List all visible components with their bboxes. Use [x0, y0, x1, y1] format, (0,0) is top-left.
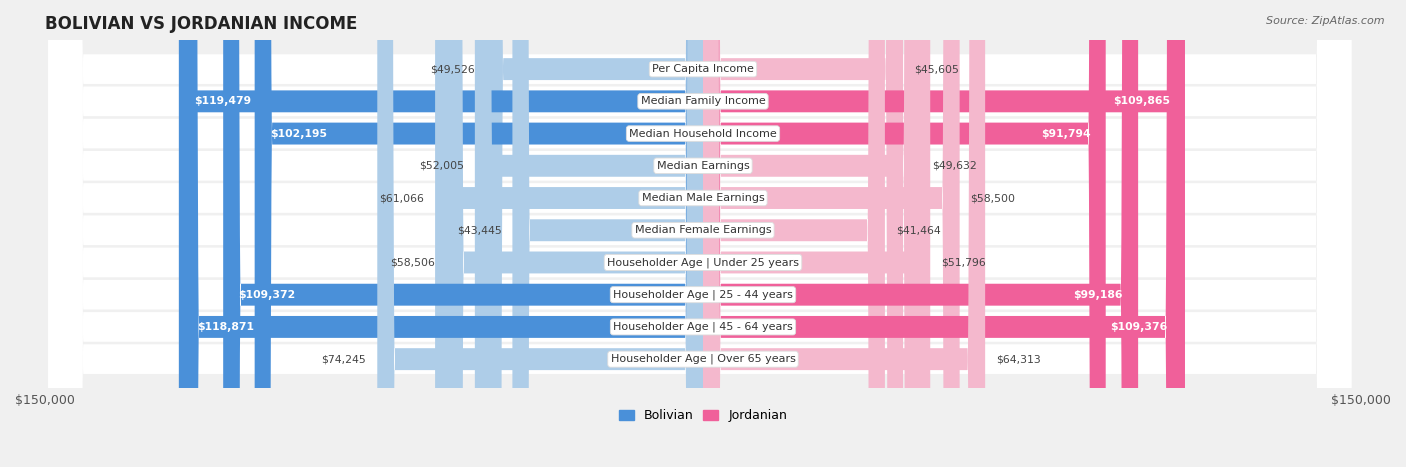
Legend: Bolivian, Jordanian: Bolivian, Jordanian [613, 404, 793, 427]
FancyBboxPatch shape [181, 0, 703, 467]
Text: Median Family Income: Median Family Income [641, 96, 765, 106]
FancyBboxPatch shape [703, 0, 884, 467]
FancyBboxPatch shape [703, 0, 1137, 467]
Text: $58,500: $58,500 [970, 193, 1015, 203]
Text: $45,605: $45,605 [914, 64, 959, 74]
Text: Median Male Earnings: Median Male Earnings [641, 193, 765, 203]
FancyBboxPatch shape [446, 0, 703, 467]
Text: $118,871: $118,871 [197, 322, 254, 332]
FancyBboxPatch shape [48, 0, 1351, 467]
FancyBboxPatch shape [377, 0, 703, 467]
Text: $109,372: $109,372 [239, 290, 295, 300]
FancyBboxPatch shape [48, 0, 1351, 467]
FancyBboxPatch shape [703, 0, 903, 467]
FancyBboxPatch shape [48, 0, 1351, 467]
FancyBboxPatch shape [703, 0, 1182, 467]
Text: Source: ZipAtlas.com: Source: ZipAtlas.com [1267, 16, 1385, 26]
FancyBboxPatch shape [48, 0, 1351, 467]
FancyBboxPatch shape [703, 0, 1105, 467]
Text: $74,245: $74,245 [322, 354, 367, 364]
FancyBboxPatch shape [512, 0, 703, 467]
Text: $109,865: $109,865 [1112, 96, 1170, 106]
Text: Median Female Earnings: Median Female Earnings [634, 225, 772, 235]
Text: Householder Age | 25 - 44 years: Householder Age | 25 - 44 years [613, 290, 793, 300]
Text: $61,066: $61,066 [380, 193, 425, 203]
FancyBboxPatch shape [48, 0, 1351, 467]
FancyBboxPatch shape [48, 0, 1351, 467]
Text: $41,464: $41,464 [896, 225, 941, 235]
Text: $99,186: $99,186 [1073, 290, 1123, 300]
Text: $102,195: $102,195 [270, 128, 328, 139]
Text: $52,005: $52,005 [419, 161, 464, 171]
Text: Median Earnings: Median Earnings [657, 161, 749, 171]
FancyBboxPatch shape [703, 0, 986, 467]
FancyBboxPatch shape [48, 0, 1351, 467]
FancyBboxPatch shape [703, 0, 1185, 467]
Text: $58,506: $58,506 [391, 257, 436, 268]
Text: Median Household Income: Median Household Income [628, 128, 778, 139]
Text: Householder Age | Over 65 years: Householder Age | Over 65 years [610, 354, 796, 364]
Text: $43,445: $43,445 [457, 225, 502, 235]
Text: Householder Age | 45 - 64 years: Householder Age | 45 - 64 years [613, 322, 793, 332]
FancyBboxPatch shape [224, 0, 703, 467]
FancyBboxPatch shape [434, 0, 703, 467]
FancyBboxPatch shape [485, 0, 703, 467]
FancyBboxPatch shape [48, 0, 1351, 467]
FancyBboxPatch shape [703, 0, 921, 467]
Text: $49,632: $49,632 [932, 161, 976, 171]
Text: $64,313: $64,313 [995, 354, 1040, 364]
Text: Householder Age | Under 25 years: Householder Age | Under 25 years [607, 257, 799, 268]
FancyBboxPatch shape [703, 0, 931, 467]
Text: Per Capita Income: Per Capita Income [652, 64, 754, 74]
FancyBboxPatch shape [254, 0, 703, 467]
FancyBboxPatch shape [48, 0, 1351, 467]
Text: $51,796: $51,796 [941, 257, 986, 268]
Text: $49,526: $49,526 [430, 64, 475, 74]
Text: $109,376: $109,376 [1111, 322, 1167, 332]
Text: BOLIVIAN VS JORDANIAN INCOME: BOLIVIAN VS JORDANIAN INCOME [45, 15, 357, 33]
Text: $119,479: $119,479 [194, 96, 252, 106]
FancyBboxPatch shape [179, 0, 703, 467]
FancyBboxPatch shape [48, 0, 1351, 467]
FancyBboxPatch shape [703, 0, 960, 467]
Text: $91,794: $91,794 [1040, 128, 1091, 139]
FancyBboxPatch shape [475, 0, 703, 467]
